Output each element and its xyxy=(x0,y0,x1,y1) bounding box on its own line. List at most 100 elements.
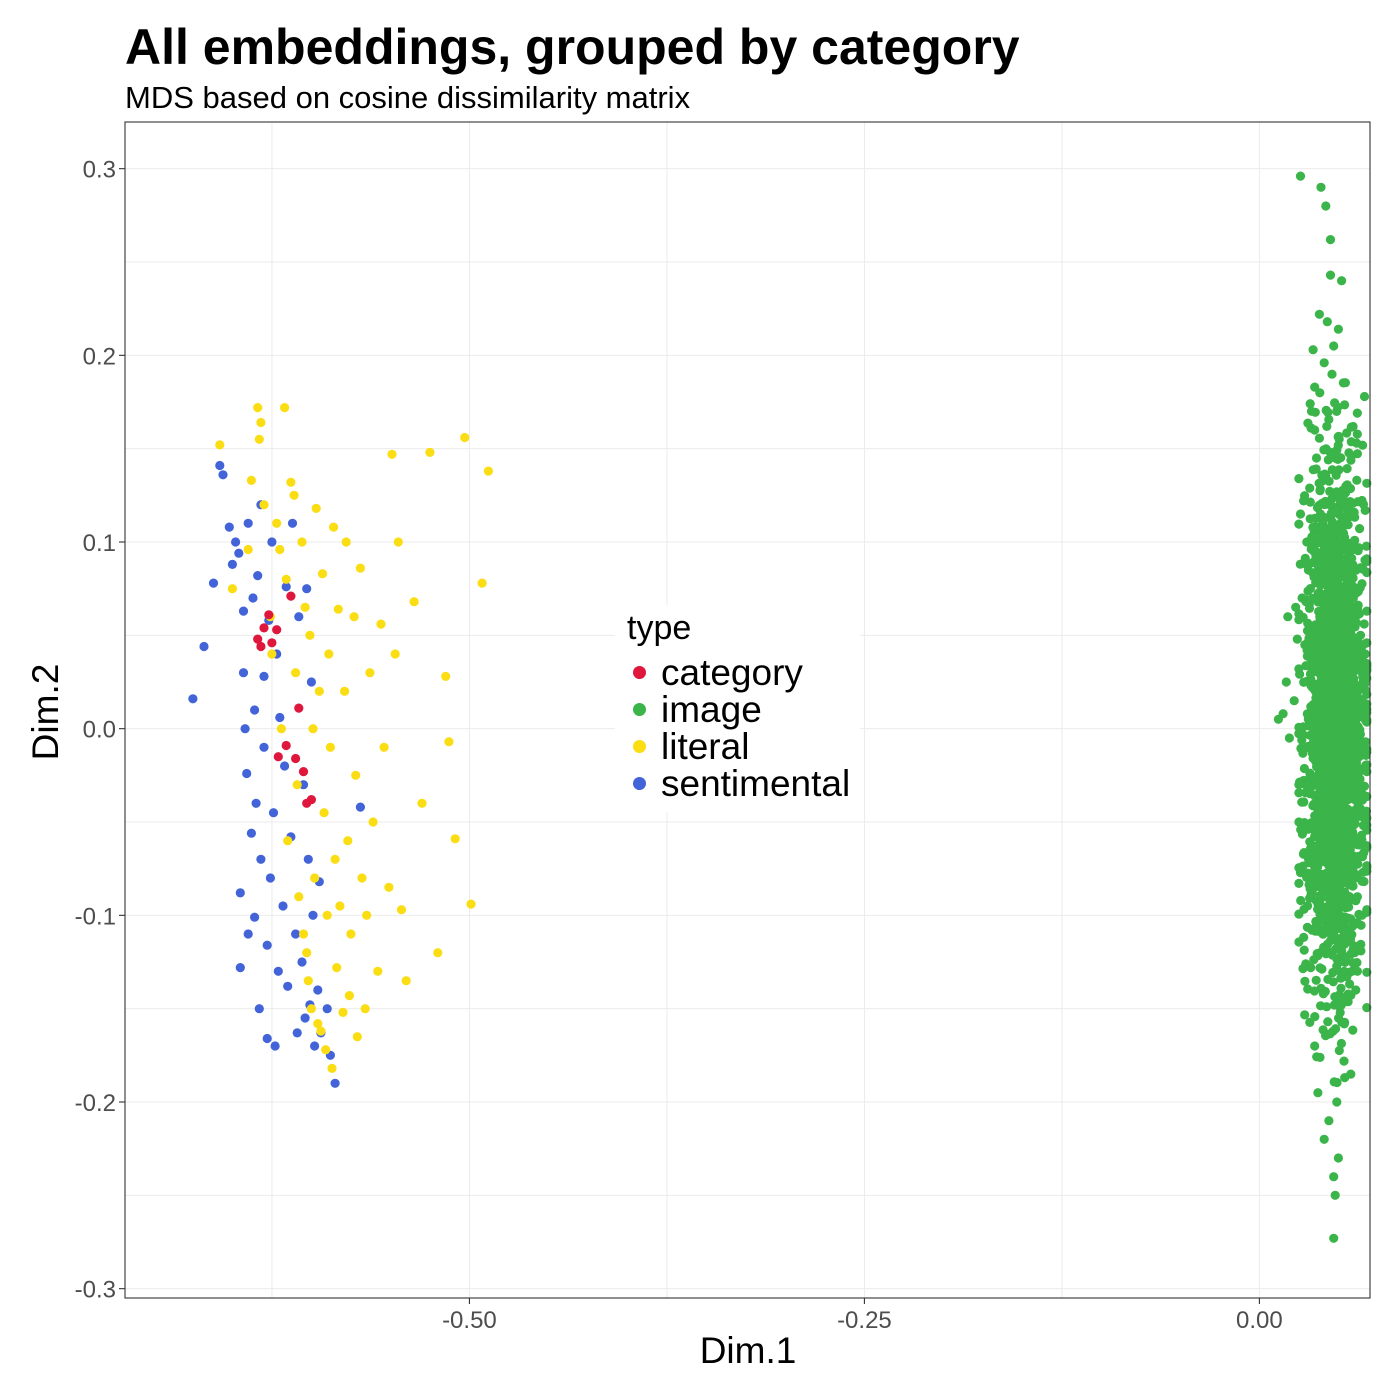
point-sentimental xyxy=(273,966,283,976)
point-sentimental xyxy=(322,1004,332,1014)
point-image xyxy=(1348,730,1359,741)
point-sentimental xyxy=(235,888,245,898)
point-image xyxy=(1295,509,1306,519)
point-literal xyxy=(305,630,315,640)
point-image xyxy=(1354,909,1364,920)
point-image xyxy=(1306,963,1316,973)
point-image xyxy=(1349,507,1359,517)
point-image xyxy=(1346,914,1356,924)
point-image xyxy=(1331,618,1341,628)
point-image xyxy=(1362,689,1372,700)
point-literal xyxy=(368,817,378,827)
point-sentimental xyxy=(281,582,291,592)
point-image xyxy=(1309,535,1319,545)
point-image xyxy=(1307,730,1317,740)
point-image xyxy=(1327,898,1337,908)
point-image xyxy=(1319,824,1329,835)
point-image xyxy=(1320,848,1330,858)
point-image xyxy=(1305,584,1315,594)
point-image xyxy=(1345,844,1355,854)
point-image xyxy=(1294,664,1304,674)
point-sentimental xyxy=(256,854,266,864)
point-image xyxy=(1319,892,1329,902)
point-literal xyxy=(294,892,304,902)
point-sentimental xyxy=(238,606,249,616)
point-image xyxy=(1334,1013,1344,1023)
point-image xyxy=(1310,1012,1320,1022)
point-image xyxy=(1329,1172,1339,1182)
point-image xyxy=(1339,1019,1349,1029)
point-sentimental xyxy=(208,578,219,588)
point-literal xyxy=(281,574,291,584)
point-image xyxy=(1346,455,1356,465)
point-sentimental xyxy=(275,712,285,723)
point-literal xyxy=(341,537,351,547)
point-image xyxy=(1331,470,1341,480)
point-literal xyxy=(330,854,340,864)
point-image xyxy=(1304,603,1315,614)
point-image xyxy=(1298,612,1308,622)
point-image xyxy=(1342,464,1352,474)
point-image xyxy=(1330,801,1340,811)
point-sentimental xyxy=(292,1028,302,1038)
point-image xyxy=(1355,630,1366,640)
point-image xyxy=(1333,1153,1343,1163)
point-literal xyxy=(280,403,290,413)
point-image xyxy=(1321,201,1331,211)
point-image xyxy=(1320,747,1331,758)
point-sentimental xyxy=(267,537,277,547)
point-image xyxy=(1352,958,1362,968)
point-image xyxy=(1320,777,1330,788)
point-image xyxy=(1309,825,1319,835)
point-literal xyxy=(267,649,277,659)
point-image xyxy=(1281,677,1291,687)
point-category xyxy=(256,641,266,652)
point-image xyxy=(1330,843,1340,853)
point-literal xyxy=(441,671,451,682)
point-image xyxy=(1294,780,1304,790)
point-literal xyxy=(333,604,343,614)
point-sentimental xyxy=(280,761,290,771)
point-literal xyxy=(297,537,307,547)
point-image xyxy=(1334,1045,1344,1056)
point-sentimental xyxy=(231,537,241,547)
point-image xyxy=(1283,612,1293,622)
point-image xyxy=(1359,668,1369,678)
point-sentimental xyxy=(294,612,304,622)
point-image xyxy=(1344,448,1354,458)
point-image xyxy=(1294,474,1304,484)
point-image xyxy=(1295,171,1306,181)
point-image xyxy=(1346,1069,1356,1079)
point-category xyxy=(281,740,291,751)
point-literal xyxy=(387,449,397,459)
point-image xyxy=(1326,766,1336,777)
point-sentimental xyxy=(254,1004,264,1014)
point-image xyxy=(1291,602,1301,612)
point-image xyxy=(1340,697,1350,707)
point-image xyxy=(1347,930,1357,940)
point-image xyxy=(1352,654,1362,664)
point-image xyxy=(1345,979,1355,989)
point-image xyxy=(1339,752,1349,762)
legend-item-literal: literal xyxy=(627,726,850,767)
point-literal xyxy=(321,1045,331,1055)
point-category xyxy=(273,752,283,762)
point-image xyxy=(1335,521,1346,531)
point-image xyxy=(1315,761,1325,771)
point-image xyxy=(1336,800,1346,811)
point-image xyxy=(1315,1052,1325,1062)
point-image xyxy=(1298,748,1308,758)
point-sentimental xyxy=(302,584,312,594)
point-literal xyxy=(253,403,263,413)
point-image xyxy=(1306,675,1316,685)
point-image xyxy=(1352,475,1362,485)
point-literal xyxy=(344,991,354,1001)
point-image xyxy=(1319,1134,1329,1144)
point-image xyxy=(1358,820,1369,831)
legend-label-sentimental: sentimental xyxy=(661,762,851,804)
legend-label-category: category xyxy=(661,651,803,693)
point-image xyxy=(1313,634,1323,644)
point-image xyxy=(1329,1000,1339,1010)
point-image xyxy=(1345,568,1355,579)
point-literal xyxy=(373,966,383,976)
